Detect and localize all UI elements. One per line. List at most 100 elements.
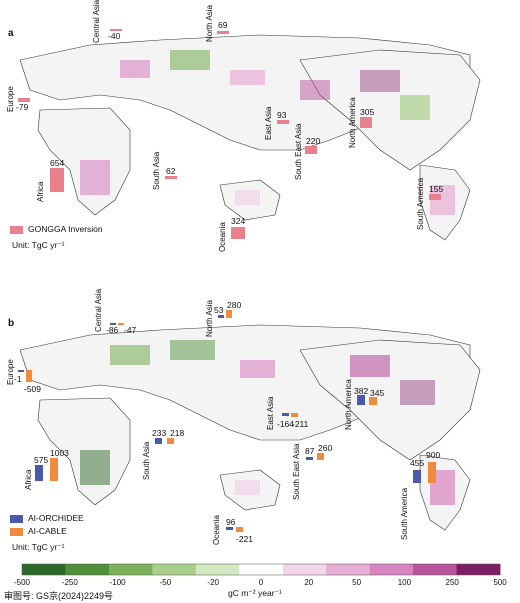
unit-label-a: Unit: TgC yr⁻¹ <box>12 240 65 250</box>
region-label-europe-a: Europe <box>6 86 15 112</box>
region-label-central-asia-b: Central Asia <box>94 288 103 332</box>
region-label-east-asia-b: East Asia <box>266 396 275 430</box>
landmasses-a <box>19 34 481 241</box>
colorbar-segment <box>282 564 327 575</box>
legend-swatch-ai-orchidee <box>10 514 23 523</box>
colorbar-tick-label: -50 <box>159 578 172 587</box>
colorbar-tick-label: -20 <box>207 578 219 587</box>
region-label-south-east-asia-a: South East Asia <box>294 123 303 180</box>
region-value-central-asia-b-1: -86 <box>106 325 119 335</box>
region-value-africa-a: 654 <box>50 158 65 168</box>
panel-a: a Central Asia -40 North Asia 69 Europe … <box>0 0 520 270</box>
region-label-south-america-b: South America <box>400 487 409 540</box>
colorbar-title: gC m⁻² year⁻¹ <box>228 588 282 598</box>
legend-ai-orchidee: AI-ORCHIDEE <box>10 513 84 523</box>
colorbar-segment <box>152 564 197 575</box>
legend-label-gongga: GONGGA Inversion <box>28 224 103 234</box>
region-label-south-east-asia-b: South East Asia <box>292 443 301 500</box>
panel-label-b: b <box>8 318 15 329</box>
region-label-north-asia-a: North Asia <box>205 5 214 42</box>
region-value-east-asia-b-2: -211 <box>292 419 309 429</box>
bar-north-asia <box>217 31 229 34</box>
region-value-east-asia-b-1: -164 <box>277 419 295 429</box>
region-label-central-asia-a: Central Asia <box>92 0 101 43</box>
flux-patches-b <box>80 340 455 505</box>
region-value-south-asia-b-1: 233 <box>152 428 167 438</box>
region-label-oceania-b: Oceania <box>212 515 221 545</box>
bar-africa <box>50 168 64 192</box>
region-bars-a <box>18 29 441 239</box>
colorbar-segment <box>456 564 501 575</box>
legend-swatch-gongga <box>10 225 23 234</box>
colorbar-segment <box>108 564 153 575</box>
legend-swatch-ai-cable <box>10 527 23 536</box>
colorbar <box>21 563 501 576</box>
bar-east-asia <box>277 120 289 124</box>
region-label-south-america-a: South America <box>416 177 425 230</box>
region-value-south-east-asia-a: 220 <box>306 136 321 146</box>
region-label-south-asia-b: South Asia <box>142 441 151 480</box>
bar-south-asia <box>165 176 177 179</box>
review-number: 审图号: GS京(2024)2249号 <box>4 591 114 601</box>
colorbar-border <box>21 563 501 576</box>
colorbar-tick-label: 500 <box>493 578 507 587</box>
region-bars-b <box>18 310 436 532</box>
legend-ai-cable: AI-CABLE <box>10 526 67 536</box>
region-label-north-america-a: North America <box>348 97 357 148</box>
legend-gongga: GONGGA Inversion <box>10 224 103 234</box>
colorbar-tick-label: -100 <box>109 578 126 587</box>
colorbar-tick-label: 100 <box>397 578 412 587</box>
region-value-south-asia-a: 62 <box>166 166 176 176</box>
colorbar-tick-label: -500 <box>13 578 31 587</box>
region-value-north-asia-a: 69 <box>218 20 228 30</box>
region-label-africa-b: Africa <box>24 469 33 490</box>
bar-central-asia <box>110 29 122 31</box>
bar-europe <box>18 98 30 102</box>
region-value-central-asia-b-2: -47 <box>124 325 137 335</box>
bar-south-america <box>429 194 441 200</box>
region-value-south-america-a: 155 <box>429 184 444 194</box>
colorbar-segment <box>22 564 66 575</box>
landmasses-b <box>19 324 481 531</box>
colorbar-tick-label: 0 <box>258 578 264 587</box>
bar-oceania <box>231 227 245 239</box>
colorbar-segment <box>65 564 110 575</box>
region-value-north-asia-b-1: 53 <box>214 305 224 315</box>
region-value-oceania-a: 324 <box>231 216 246 226</box>
region-value-south-east-asia-b-2: 260 <box>318 443 333 453</box>
region-label-north-asia-b: North Asia <box>205 300 214 337</box>
region-value-east-asia-a: 93 <box>277 110 287 120</box>
north-america-shape <box>299 49 481 171</box>
colorbar-tick-label: 50 <box>352 578 362 587</box>
region-label-north-america-b: North America <box>344 379 353 430</box>
bar-south-east-asia <box>305 146 317 154</box>
region-value-africa-b-2: 1003 <box>50 448 69 458</box>
colorbar-segment <box>195 564 240 575</box>
region-value-central-asia-a: -40 <box>108 31 121 41</box>
panel-label-a: a <box>8 28 14 39</box>
colorbar-tick-label: 250 <box>445 578 459 587</box>
region-value-europe-b-1: -1 <box>14 374 22 384</box>
region-label-south-asia-a: South Asia <box>152 151 161 190</box>
region-value-europe-a: -79 <box>16 102 29 112</box>
flux-patches-a <box>80 50 455 215</box>
legend-label-ai-orchidee: AI-ORCHIDEE <box>28 513 84 523</box>
world-map-a <box>18 29 481 241</box>
colorbar-tick-label: -250 <box>61 578 78 587</box>
world-map-b <box>18 310 481 532</box>
region-value-africa-b-1: 575 <box>34 455 49 465</box>
colorbar-tick-label: 20 <box>304 578 314 587</box>
colorbar-segment <box>369 564 414 575</box>
region-value-south-east-asia-b-1: 87 <box>305 446 315 456</box>
region-value-north-america-b-1: 382 <box>354 386 369 396</box>
region-value-south-america-b-2: 900 <box>426 450 441 460</box>
region-value-north-asia-b-2: 280 <box>227 300 242 310</box>
unit-label-b: Unit: TgC yr⁻¹ <box>12 542 65 552</box>
legend-label-ai-cable: AI-CABLE <box>28 526 67 536</box>
colorbar-segment <box>239 564 284 575</box>
region-value-north-america-b-2: 345 <box>370 388 385 398</box>
panel-b: b Central Asia -86 -47 North Asia 53 280… <box>0 289 520 558</box>
region-value-oceania-b-2: -221 <box>236 534 254 544</box>
region-label-oceania-a: Oceania <box>218 222 227 252</box>
colorbar-segment <box>413 564 458 575</box>
